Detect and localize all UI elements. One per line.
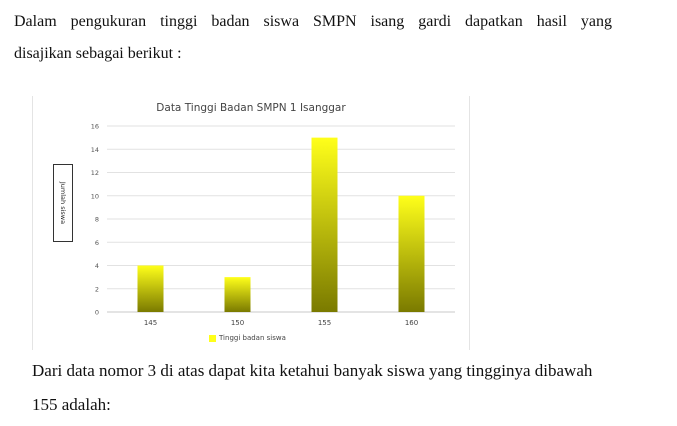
chart-container: Data Tinggi Badan SMPN 1 Isanggar Jumlah…	[32, 96, 470, 350]
x-tick-label: 150	[231, 319, 244, 327]
legend-swatch	[209, 334, 216, 342]
y-tick-label: 2	[95, 285, 99, 293]
bar-145	[137, 265, 164, 312]
intro-line-1: Dalam pengukuran tinggi badan siswa SMPN…	[14, 13, 612, 30]
y-tick-label: 0	[95, 309, 99, 317]
y-tick-label: 14	[91, 146, 99, 154]
y-tick-label: 4	[95, 262, 99, 270]
bar-chart: 0 2 4 6 8 10 12 14 16 145 150 155 160	[91, 123, 455, 327]
y-tick-label: 6	[95, 239, 99, 247]
legend-label: Tinggi badan siswa	[219, 334, 286, 342]
y-tick-label: 10	[91, 192, 99, 200]
intro-line-2: disajikan sebagai berikut :	[14, 45, 182, 62]
x-tick-label: 160	[405, 319, 418, 327]
bar-160	[398, 195, 425, 312]
y-tick-label: 8	[95, 216, 99, 224]
bar-150	[224, 277, 251, 312]
y-tick-label: 12	[91, 169, 99, 177]
x-tick-label: 155	[318, 319, 331, 327]
bar-155	[311, 137, 338, 312]
y-axis-label-box: Jumlah siswa	[53, 164, 73, 242]
chart-legend: Tinggi badan siswa	[209, 334, 286, 342]
x-tick-label: 145	[144, 319, 157, 327]
y-tick-label: 16	[91, 123, 99, 131]
question-line-1: Dari data nomor 3 di atas dapat kita ket…	[32, 361, 593, 380]
chart-title: Data Tinggi Badan SMPN 1 Isanggar	[156, 102, 346, 114]
question-line-2: 155 adalah:	[32, 395, 111, 414]
